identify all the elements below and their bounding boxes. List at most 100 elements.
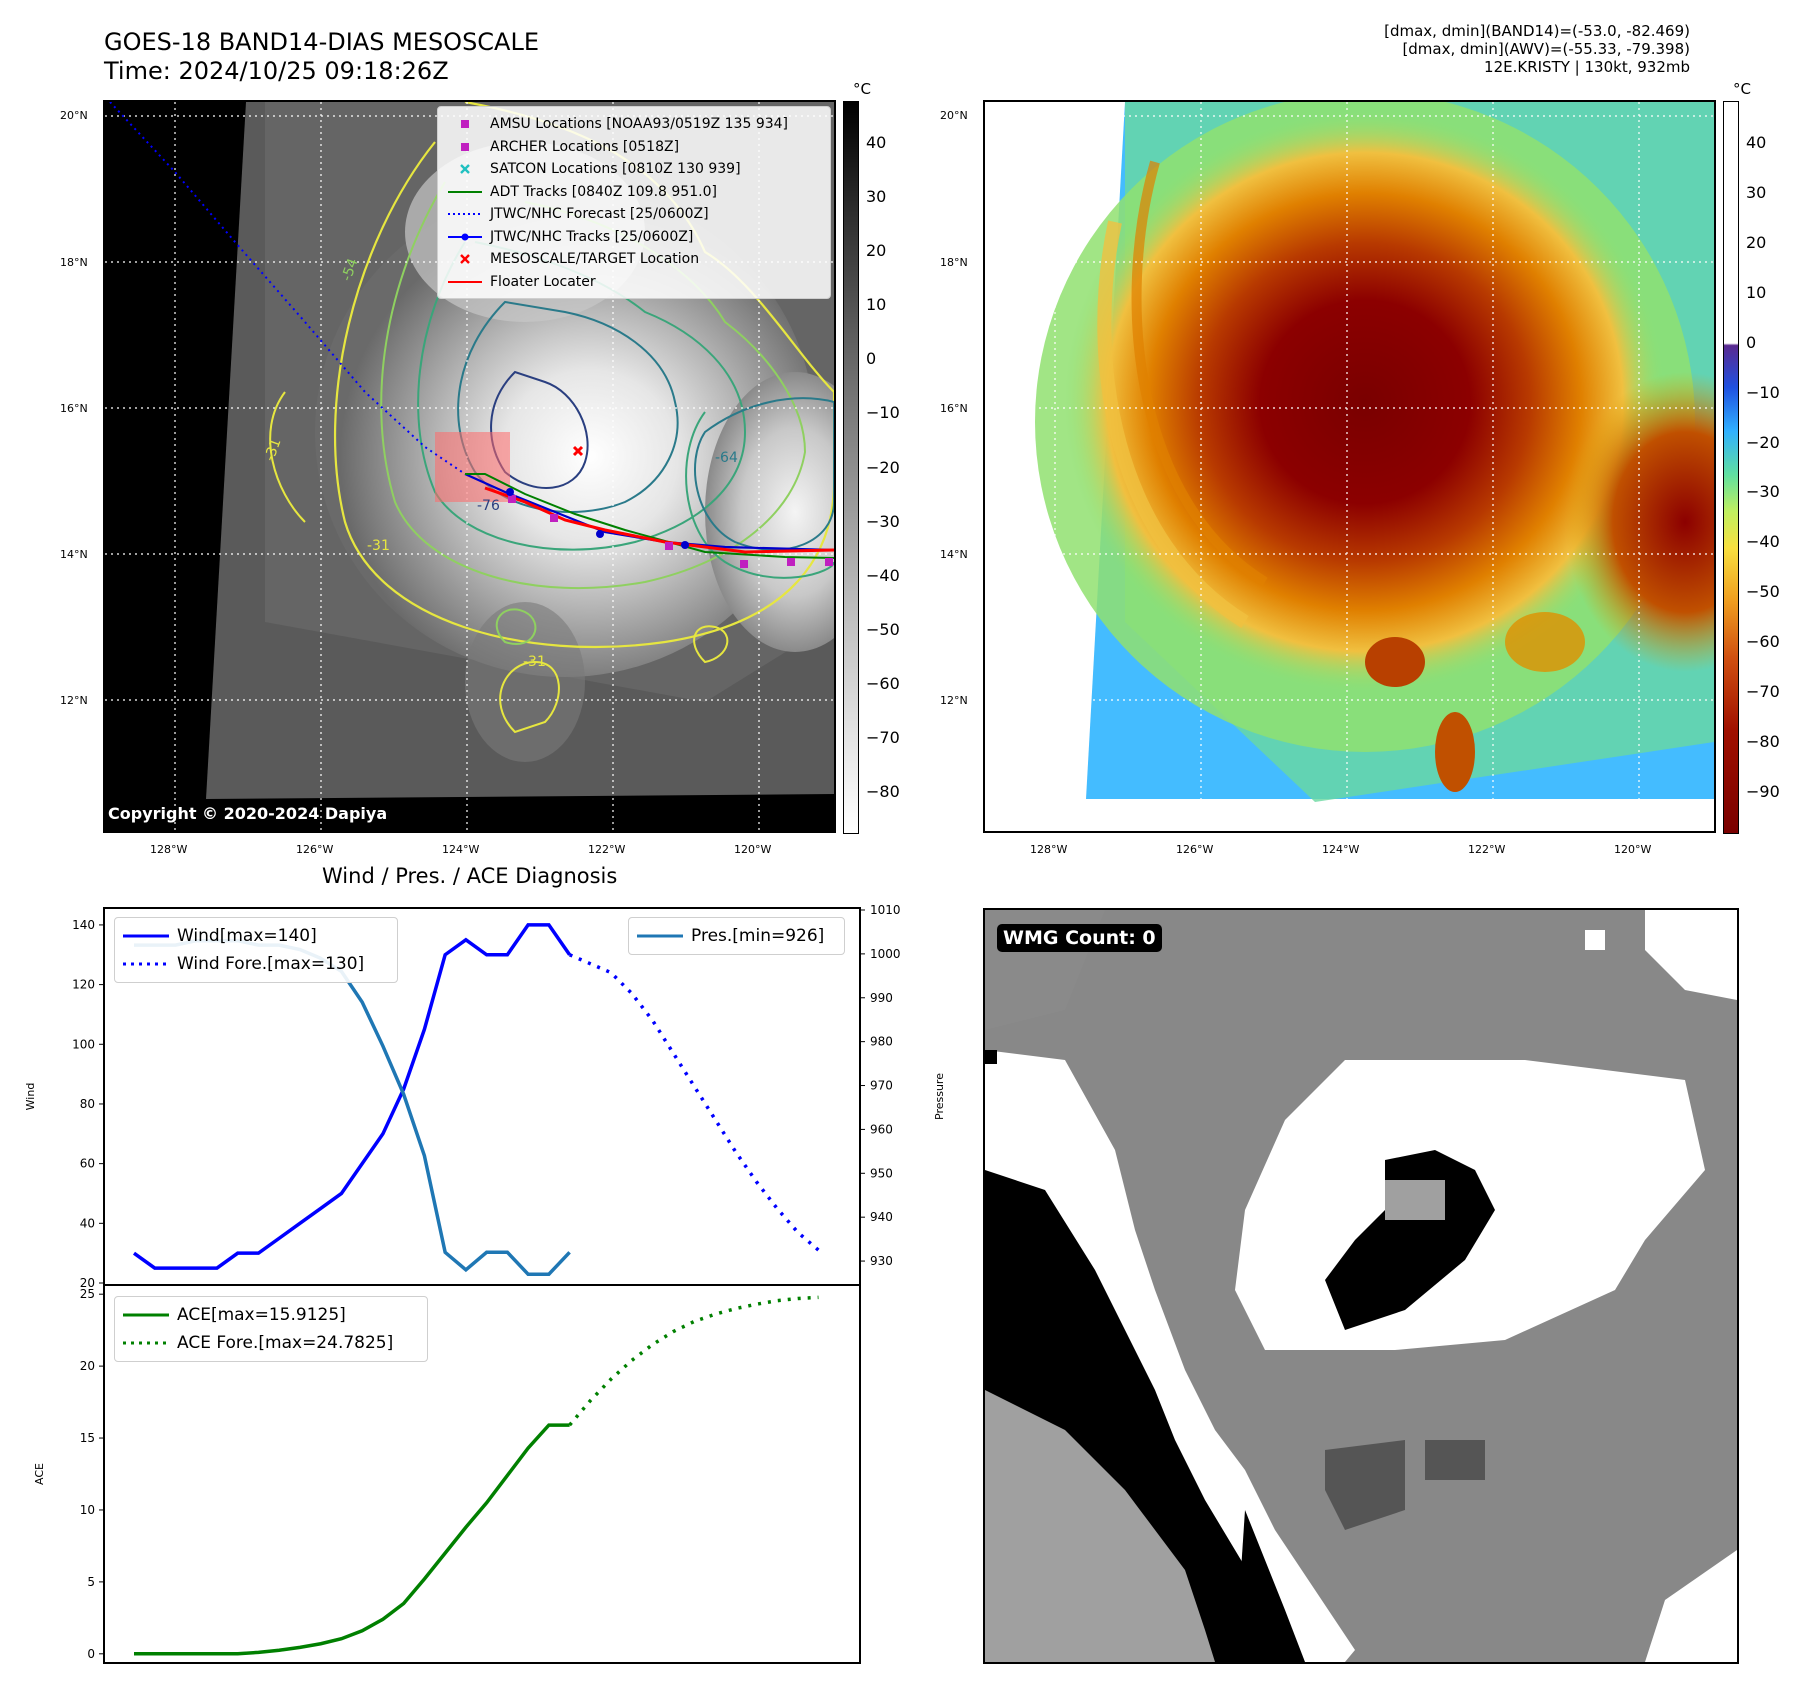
ir-legend: AMSU Locations [NOAA93/0519Z 135 934] AR… <box>437 106 831 299</box>
square-marker-icon <box>461 120 469 129</box>
colorbar-tick-label: −40 <box>866 565 900 585</box>
line-marker-icon <box>448 190 482 193</box>
lon-label: 120°W <box>1614 843 1652 856</box>
copyright-label: Copyright © 2020-2024 Dapiya <box>108 804 388 823</box>
colorbar-tick-label: −30 <box>1746 482 1780 502</box>
ir-colorbar <box>843 101 859 834</box>
colorbar-tick-label: −50 <box>866 619 900 639</box>
lat-label: 18°N <box>60 256 88 269</box>
dminmax-awv: [dmax, dmin](AWV)=(-55.33, -79.398) <box>1402 40 1690 58</box>
ir-cbar-unit: °C <box>853 80 871 98</box>
colorbar-tick-label: −60 <box>866 673 900 693</box>
y-tick-label: 0 <box>87 1647 95 1661</box>
colorbar-tick-label: −40 <box>1746 532 1780 552</box>
lat-label: 20°N <box>60 109 88 122</box>
wind-forecast-line <box>568 953 820 1252</box>
y-tick-label: 40 <box>80 1216 95 1230</box>
y2-axis-label: Pressure <box>933 1073 946 1120</box>
x-marker-icon <box>460 254 470 265</box>
lat-label: 14°N <box>940 548 968 561</box>
y2-tick-label: 930 <box>870 1254 893 1268</box>
ace-legend: ACE[max=15.9125] ACE Fore.[max=24.7825] <box>114 1296 428 1362</box>
contour-label: -64 <box>715 450 738 466</box>
line-marker-icon <box>637 934 683 938</box>
colorbar-tick-label: 0 <box>866 349 877 369</box>
y-tick-label: 100 <box>72 1037 95 1051</box>
awv-colorbar <box>1723 101 1739 834</box>
colorbar-tick-label: −80 <box>1746 732 1780 752</box>
line-marker-icon <box>123 1313 169 1317</box>
colorbar-tick-label: −80 <box>866 782 900 801</box>
colorbar-tick-label: −90 <box>1746 782 1780 801</box>
lon-label: 128°W <box>1030 843 1068 856</box>
y2-tick-label: 990 <box>870 991 893 1005</box>
wind-series-line <box>132 923 572 1270</box>
colorbar-tick-label: −30 <box>866 511 900 531</box>
legend-label: JTWC/NHC Forecast [25/0600Z] <box>490 206 709 223</box>
awv-map-image <box>985 102 1714 831</box>
legend-item-archer: ARCHER Locations [0518Z] <box>446 136 822 159</box>
colorbar-tick-label: 0 <box>1746 332 1757 352</box>
line-marker-icon <box>123 934 169 938</box>
lat-label: 12°N <box>940 694 968 707</box>
legend-item-ace: ACE[max=15.9125] <box>123 1301 419 1329</box>
lon-label: 122°W <box>1468 843 1506 856</box>
lon-label: 122°W <box>588 843 626 856</box>
legend-label: ADT Tracks [0840Z 109.8 951.0] <box>490 183 717 200</box>
awv-map-panel <box>983 100 1716 833</box>
legend-label: ACE Fore.[max=24.7825] <box>177 1333 394 1353</box>
lat-label: 20°N <box>940 109 968 122</box>
y2-tick-label: 960 <box>870 1122 893 1136</box>
colorbar-tick-label: −20 <box>866 457 900 477</box>
figure-title: GOES-18 BAND14-DIAS MESOSCALE Time: 2024… <box>104 28 539 86</box>
legend-item-pres: Pres.[min=926] <box>637 922 836 950</box>
lon-label: 126°W <box>296 843 334 856</box>
colorbar-tick-label: 20 <box>866 241 887 261</box>
colorbar-tick-label: −50 <box>1746 582 1780 602</box>
dminmax-band14: [dmax, dmin](BAND14)=(-53.0, -82.469) <box>1384 22 1690 40</box>
colorbar-tick-label: 40 <box>866 133 887 152</box>
y-tick-label: 140 <box>72 918 95 932</box>
legend-label: Pres.[min=926] <box>691 926 825 946</box>
lon-label: 124°W <box>442 843 480 856</box>
legend-item-tracks: JTWC/NHC Tracks [25/0600Z] <box>446 226 822 249</box>
ace-forecast-line <box>568 1295 819 1427</box>
y2-tick-label: 1000 <box>870 947 901 961</box>
legend-label: Wind[max=140] <box>177 926 317 946</box>
y-tick-label: 25 <box>80 1287 95 1301</box>
colorbar-tick-label: −70 <box>1746 682 1780 702</box>
legend-label: Floater Locater <box>490 273 596 290</box>
colorbar-tick-label: 30 <box>1746 182 1767 202</box>
colorbar-tick-label: −70 <box>866 727 900 747</box>
colorbar-tick-label: 20 <box>1746 232 1767 252</box>
colorbar-tick-label: 30 <box>866 187 887 207</box>
lat-label: 16°N <box>60 402 88 415</box>
x-marker-icon <box>460 164 470 175</box>
y2-tick-label: 1010 <box>870 903 901 917</box>
ir-map-panel: -54 -31 -31 -76 -64 -31 Copyright © 2020… <box>103 100 836 833</box>
y-tick-label: 60 <box>80 1157 95 1171</box>
y-tick-label: 80 <box>80 1097 95 1111</box>
legend-item-floater: Floater Locater <box>446 271 822 294</box>
storm-info: [dmax, dmin](BAND14)=(-53.0, -82.469) [d… <box>1384 22 1690 76</box>
legend-label: AMSU Locations [NOAA93/0519Z 135 934] <box>490 116 789 133</box>
lat-label: 16°N <box>940 402 968 415</box>
lon-label: 120°W <box>734 843 772 856</box>
colorbar-tick-label: −10 <box>866 403 900 423</box>
legend-item-mesoscale: MESOSCALE/TARGET Location <box>446 248 822 271</box>
dotted-line-icon <box>123 1341 169 1345</box>
legend-item-ace-fore: ACE Fore.[max=24.7825] <box>123 1329 419 1357</box>
contour-label: -31 <box>367 538 390 554</box>
dotted-line-icon <box>123 962 169 966</box>
legend-item-adt: ADT Tracks [0840Z 109.8 951.0] <box>446 181 822 204</box>
line-dot-icon <box>448 233 482 241</box>
y-tick-label: 10 <box>80 1503 95 1517</box>
colorbar-tick-label: 10 <box>866 295 887 315</box>
legend-label: Wind Fore.[max=130] <box>177 954 365 974</box>
square-marker-icon <box>461 142 469 151</box>
y-tick-label: 20 <box>80 1359 95 1373</box>
colorbar-tick-label: −60 <box>1746 632 1780 652</box>
legend-item-wind: Wind[max=140] <box>123 922 389 950</box>
wmg-panel: WMG Count: 0 <box>983 908 1739 1664</box>
legend-label: MESOSCALE/TARGET Location <box>490 251 700 268</box>
